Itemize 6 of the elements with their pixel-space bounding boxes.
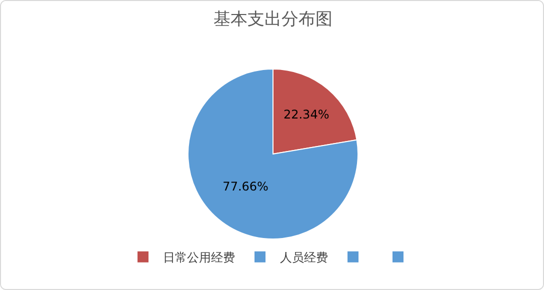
data-label: 77.66%	[222, 179, 268, 194]
legend-label: 日常公用经费	[163, 250, 235, 265]
data-label: 22.34%	[283, 108, 330, 122]
legend-label: 人员经费	[280, 250, 328, 265]
chart-title: 基本支出分布图	[214, 10, 332, 30]
pie-slice	[188, 68, 358, 240]
